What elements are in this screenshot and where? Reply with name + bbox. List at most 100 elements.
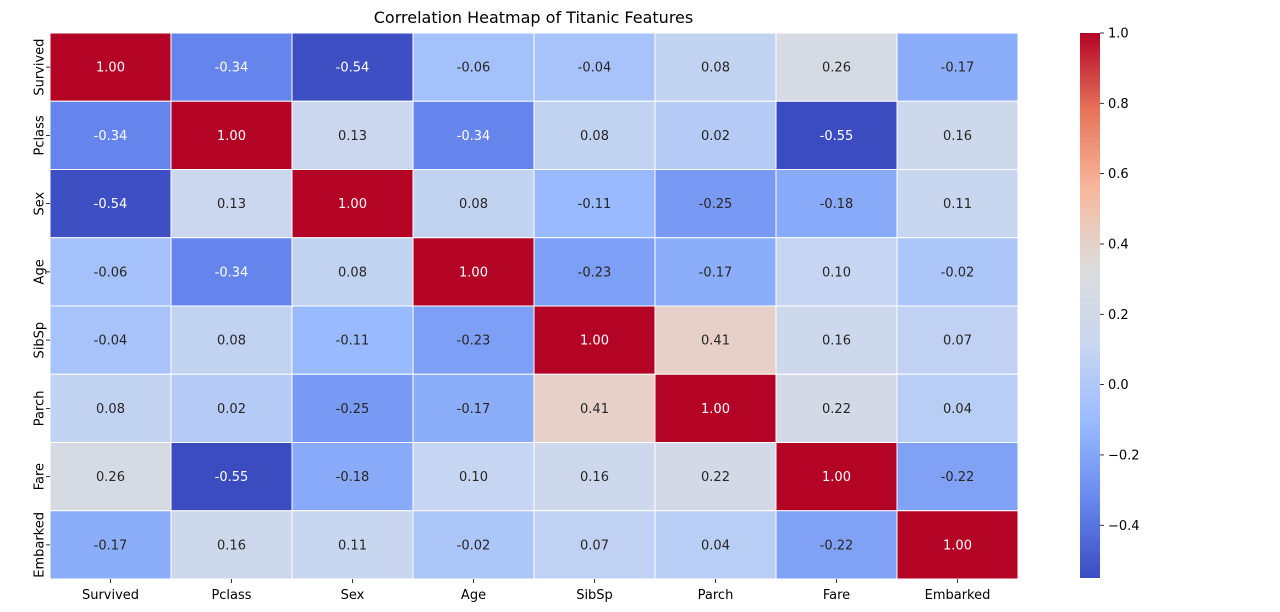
cell-value-label: 0.08	[96, 402, 125, 417]
cell-value-label: -0.06	[94, 265, 128, 280]
colorbar-tick-label: 0.6	[1108, 167, 1129, 182]
colorbar-tick-label: −0.4	[1108, 519, 1140, 534]
cell-value-label: 0.16	[217, 538, 246, 553]
cell-value-label: 1.00	[822, 470, 851, 485]
heatmap-cell	[49, 237, 172, 307]
cell-value-label: -0.17	[457, 402, 491, 417]
cell-value-label: 0.07	[580, 538, 609, 553]
heatmap-cell	[533, 32, 656, 102]
heatmap-cell	[775, 442, 898, 512]
colorbar-gradient	[1080, 33, 1100, 578]
cell-value-label: 0.11	[338, 538, 367, 553]
heatmap-cell	[896, 100, 1019, 170]
heatmap-cell	[170, 100, 293, 170]
x-tick-label: Embarked	[925, 588, 991, 603]
cell-value-label: -0.34	[457, 129, 491, 144]
cell-value-label: -0.23	[457, 334, 491, 349]
heatmap-cell	[533, 169, 656, 239]
y-tick-label: Embarked	[33, 512, 48, 578]
heatmap-cell	[412, 237, 535, 307]
heatmap-cell	[412, 32, 535, 102]
heatmap-cell	[49, 169, 172, 239]
heatmap-cell	[291, 510, 414, 580]
heatmap-cell	[170, 169, 293, 239]
cell-value-label: -0.34	[215, 61, 249, 76]
y-tick-label: Survived	[33, 39, 48, 96]
cell-value-label: 0.02	[217, 402, 246, 417]
cell-value-label: -0.54	[336, 61, 370, 76]
cell-value-label: 0.16	[580, 470, 609, 485]
cell-value-label: -0.18	[820, 197, 854, 212]
heatmap-cell	[775, 237, 898, 307]
cell-value-label: -0.55	[820, 129, 854, 144]
heatmap-cell	[896, 305, 1019, 375]
cell-value-label: -0.23	[578, 265, 612, 280]
cell-value-label: 0.41	[580, 402, 609, 417]
cell-value-label: 1.00	[580, 334, 609, 349]
heatmap-cell	[49, 442, 172, 512]
heatmap-cell	[654, 169, 777, 239]
y-tick-label: Sex	[33, 191, 48, 215]
x-tick-label: Pclass	[211, 588, 251, 603]
cell-value-label: -0.18	[336, 470, 370, 485]
heatmap-cell	[654, 32, 777, 102]
cell-value-label: -0.34	[215, 265, 249, 280]
heatmap-cell	[533, 442, 656, 512]
cell-value-label: -0.34	[94, 129, 128, 144]
cell-value-label: 0.08	[338, 265, 367, 280]
cell-value-label: 0.08	[217, 334, 246, 349]
cell-value-label: 0.11	[943, 197, 972, 212]
cell-value-label: 1.00	[701, 402, 730, 417]
y-tick-label: Fare	[33, 463, 48, 490]
x-tick-label: Sex	[341, 588, 365, 603]
heatmap-cell	[896, 442, 1019, 512]
cell-value-label: 1.00	[338, 197, 367, 212]
colorbar-tick-label: 0.4	[1108, 237, 1129, 252]
x-axis-ticks: Survived Pclass Sex Age SibSp Parch Fare Embark…	[82, 579, 990, 603]
cell-value-label: 1.00	[459, 265, 488, 280]
y-tick-label: Age	[33, 259, 48, 284]
colorbar-tick-label: 0.8	[1108, 97, 1129, 112]
cell-value-label: -0.11	[578, 197, 612, 212]
cell-value-label: -0.22	[820, 538, 854, 553]
heatmap-cell	[49, 32, 172, 102]
y-axis-ticks: Survived Pclass Sex Age SibSp Parch Fare Embark…	[33, 39, 50, 578]
cell-value-label: -0.54	[94, 197, 128, 212]
heatmap-cell	[654, 373, 777, 443]
chart-title: Correlation Heatmap of Titanic Features	[374, 8, 693, 27]
cell-value-label: 0.08	[580, 129, 609, 144]
heatmap-cell	[412, 100, 535, 170]
cell-value-label: 0.02	[701, 129, 730, 144]
heatmap-cell	[291, 237, 414, 307]
heatmap-cell	[533, 237, 656, 307]
cell-value-label: -0.06	[457, 61, 491, 76]
colorbar: 1.0 0.8 0.6 0.4 0.2 0.0 −0.2 −0.4	[1080, 27, 1140, 578]
cell-value-label: 1.00	[96, 61, 125, 76]
cell-value-label: 0.10	[459, 470, 488, 485]
cell-value-label: 0.13	[217, 197, 246, 212]
cell-value-label: -0.25	[699, 197, 733, 212]
heatmap-cell	[291, 169, 414, 239]
heatmap-cell	[533, 510, 656, 580]
cell-value-label: 0.16	[822, 334, 851, 349]
heatmap-cell	[775, 373, 898, 443]
cell-value-label: -0.02	[941, 265, 975, 280]
cell-value-label: -0.02	[457, 538, 491, 553]
cell-value-label: 0.04	[943, 402, 972, 417]
cell-value-label: -0.04	[94, 334, 128, 349]
cell-value-label: 0.26	[822, 61, 851, 76]
heatmap-cell	[170, 32, 293, 102]
heatmap-cell	[170, 373, 293, 443]
y-tick-label: Parch	[33, 391, 48, 427]
cell-value-label: 0.22	[822, 402, 851, 417]
heatmap-cell	[654, 305, 777, 375]
y-tick-label: Pclass	[33, 115, 48, 155]
heatmap-cell	[412, 169, 535, 239]
colorbar-tick-label: 0.0	[1108, 378, 1129, 393]
heatmap-cell	[291, 442, 414, 512]
cell-value-label: -0.11	[336, 334, 370, 349]
heatmap-cell	[896, 32, 1019, 102]
heatmap-cell	[896, 373, 1019, 443]
cell-value-label: 0.08	[459, 197, 488, 212]
